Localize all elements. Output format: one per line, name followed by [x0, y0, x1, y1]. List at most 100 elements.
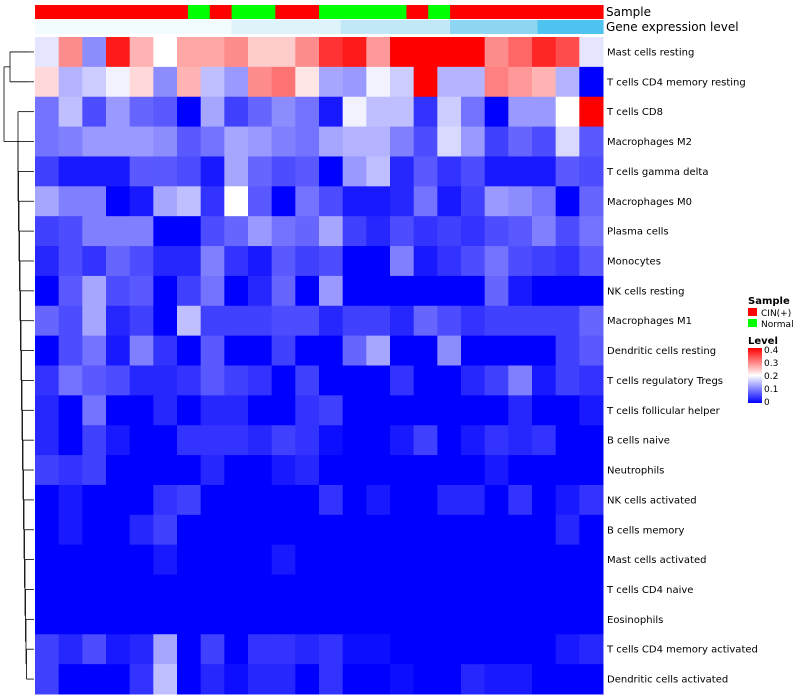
heatmap-cell	[437, 664, 462, 695]
heatmap-cell	[413, 574, 438, 605]
heatmap-cell	[484, 664, 509, 695]
expression-annotation-cell	[384, 20, 407, 34]
heatmap-cell	[579, 126, 604, 157]
heatmap-cell	[437, 425, 462, 456]
heatmap-cell	[579, 335, 604, 366]
heatmap-cell	[579, 186, 604, 217]
heatmap-cell	[532, 365, 557, 396]
level-tick-3: 0.1	[764, 385, 778, 395]
heatmap-cell	[295, 484, 320, 516]
row-label: T cells CD4 naive	[606, 585, 693, 596]
heatmap-cell	[295, 156, 320, 187]
heatmap-cell	[342, 305, 367, 337]
heatmap-cell	[366, 335, 391, 366]
heatmap-cell	[390, 634, 415, 665]
heatmap-cell	[437, 66, 462, 98]
heatmap-cell	[82, 365, 107, 396]
heatmap-cell	[35, 186, 60, 217]
heatmap-cell	[58, 425, 83, 456]
heatmap-cell	[437, 246, 462, 277]
heatmap-cell	[177, 96, 202, 128]
heatmap-cell	[295, 246, 320, 277]
expression-annotation-cell	[100, 20, 123, 34]
sample-annotation-cell	[253, 5, 276, 19]
heatmap-cell	[461, 455, 486, 486]
sample-annotation-cell	[362, 5, 386, 19]
heatmap-cell	[177, 275, 202, 307]
heatmap-cell	[35, 484, 60, 516]
expression-annotation-cell	[56, 20, 80, 34]
heatmap-cell	[555, 37, 580, 68]
heatmap-cell	[106, 484, 131, 516]
heatmap-cell	[82, 574, 107, 605]
heatmap-cell	[555, 484, 580, 516]
heatmap-cell	[106, 275, 131, 307]
heatmap-cell	[200, 604, 225, 635]
heatmap-cell	[532, 514, 557, 546]
heatmap-cell	[555, 514, 580, 546]
heatmap-cell	[555, 275, 580, 307]
heatmap-cell	[177, 574, 202, 605]
heatmap-cell	[342, 126, 367, 157]
heatmap-cell	[319, 246, 344, 277]
heatmap-cell	[177, 664, 202, 695]
expression-annotation-cell	[275, 20, 298, 34]
row-label: T cells gamma delta	[606, 167, 708, 178]
heatmap-cell	[82, 126, 107, 157]
heatmap-cell	[532, 126, 557, 157]
heatmap-cell	[484, 335, 509, 366]
heatmap-cell	[437, 455, 462, 486]
heatmap-cell	[200, 96, 225, 128]
heatmap-cell	[555, 335, 580, 366]
heatmap-cell	[484, 395, 509, 426]
heatmap-cell	[555, 126, 580, 157]
heatmap-cell	[224, 246, 249, 277]
heatmap-cell	[437, 126, 462, 157]
heatmap-cell	[248, 126, 273, 157]
heatmap-cell	[153, 365, 178, 396]
heatmap-cell	[271, 305, 296, 337]
heatmap-cell	[129, 514, 154, 546]
heatmap-cell	[177, 186, 202, 217]
heatmap-cell	[224, 395, 249, 426]
heatmap-cell	[58, 66, 83, 98]
heatmap-cell	[579, 544, 604, 576]
row-label: Dendritic cells activated	[607, 675, 728, 686]
heatmap-cell	[532, 664, 557, 695]
heatmap-cell	[555, 664, 580, 695]
heatmap-cell	[484, 604, 509, 635]
heatmap-cell	[508, 365, 533, 396]
heatmap-cell	[508, 96, 533, 128]
heatmap-cell	[484, 514, 509, 546]
heatmap-cell	[437, 305, 462, 337]
expression-annotation-cell	[297, 20, 320, 34]
heatmap-cell	[461, 425, 486, 456]
heatmap-cell	[224, 574, 249, 605]
heatmap-cell	[153, 335, 178, 366]
heatmap-cell	[579, 275, 604, 307]
sample-annotation-cell	[428, 5, 451, 19]
heatmap-cell	[579, 604, 604, 635]
heatmap-cell	[579, 216, 604, 247]
heatmap-cell	[82, 246, 107, 277]
heatmap-cell	[35, 37, 60, 68]
heatmap-cell	[579, 425, 604, 456]
heatmap-cell	[271, 126, 296, 157]
heatmap-cell	[508, 216, 533, 247]
heatmap-cell	[200, 216, 225, 247]
heatmap-cell	[248, 664, 273, 695]
heatmap-cell	[200, 156, 225, 187]
heatmap-cell	[532, 37, 557, 68]
heatmap-cell	[82, 156, 107, 187]
heatmap-cell	[177, 395, 202, 426]
heatmap-cell	[82, 664, 107, 695]
heatmap-cell	[508, 156, 533, 187]
heatmap-cell	[413, 66, 438, 98]
heatmap-cell	[437, 216, 462, 247]
heatmap-cell	[413, 365, 438, 396]
heatmap-cell	[413, 126, 438, 157]
heatmap-cell	[366, 395, 391, 426]
heatmap-cell	[106, 156, 131, 187]
heatmap-cell	[579, 455, 604, 486]
sample-annotation-cell	[581, 5, 604, 19]
